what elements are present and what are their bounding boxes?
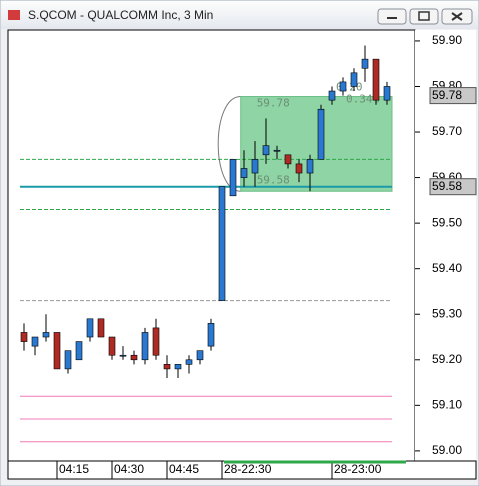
candle-body — [20, 332, 28, 342]
candle-body — [306, 159, 314, 174]
y-tick-label: 59.70 — [432, 124, 462, 138]
candle-body — [64, 350, 72, 370]
maximize-button[interactable] — [409, 8, 439, 25]
candle-body — [152, 327, 160, 356]
y-tick-label: 59.90 — [432, 33, 462, 47]
window-buttons[interactable] — [377, 8, 473, 25]
zone-note: 0.34% — [346, 93, 379, 106]
candle-body — [262, 145, 270, 156]
candle-body — [196, 350, 204, 361]
candle-body — [31, 336, 39, 347]
candle-body — [372, 58, 380, 101]
y-tick-label: 59.40 — [432, 261, 462, 275]
candle-body — [218, 186, 226, 301]
y-tick-label: 59.50 — [432, 215, 462, 229]
y-tick-label: 59.30 — [432, 306, 462, 320]
price-marker — [429, 178, 477, 196]
candle-body — [229, 159, 237, 197]
candle-body — [97, 318, 105, 338]
candle-body — [383, 86, 391, 101]
candle-body — [42, 332, 50, 338]
candle-body — [361, 58, 369, 69]
candle-body — [130, 354, 138, 361]
candle-body — [185, 359, 193, 365]
x-tick-label: 28-23:00 — [334, 462, 382, 476]
minimize-button[interactable] — [377, 8, 407, 25]
candle-body — [141, 332, 149, 361]
x-tick-label: 28-22:30 — [224, 462, 272, 476]
candle-body — [174, 364, 182, 370]
y-tick-label: 59.20 — [432, 352, 462, 366]
candle-body — [284, 154, 292, 165]
candle-body — [350, 72, 358, 87]
candle-body — [317, 108, 325, 160]
price-marker-label: 59.78 — [432, 88, 462, 102]
candle-body — [273, 149, 281, 152]
price-marker — [429, 87, 477, 105]
candle-body — [328, 90, 336, 101]
app-icon — [8, 10, 20, 20]
candle-body — [295, 163, 303, 174]
zone-bottom-label: 59.58 — [257, 173, 290, 186]
candle-body — [251, 159, 259, 174]
candle-body — [86, 318, 94, 338]
y-tick-label: 59.10 — [432, 398, 462, 412]
candle-body — [119, 354, 127, 357]
candle-body — [240, 168, 248, 178]
candle-body — [53, 332, 61, 370]
zone-top-label: 59.78 — [257, 97, 290, 110]
candle-body — [75, 341, 83, 361]
window-title: S.QCOM - QUALCOMM Inc, 3 Min — [28, 8, 213, 22]
y-tick-label: 59.00 — [432, 443, 462, 457]
candle-body — [108, 336, 116, 356]
price-marker-label: 59.58 — [432, 179, 462, 193]
candle-body — [207, 323, 215, 347]
x-tick-label: 04:30 — [114, 462, 144, 476]
candle-body — [163, 364, 171, 370]
x-tick-label: 04:45 — [169, 462, 199, 476]
x-tick-label: 04:15 — [59, 462, 89, 476]
candle-body — [339, 81, 347, 92]
